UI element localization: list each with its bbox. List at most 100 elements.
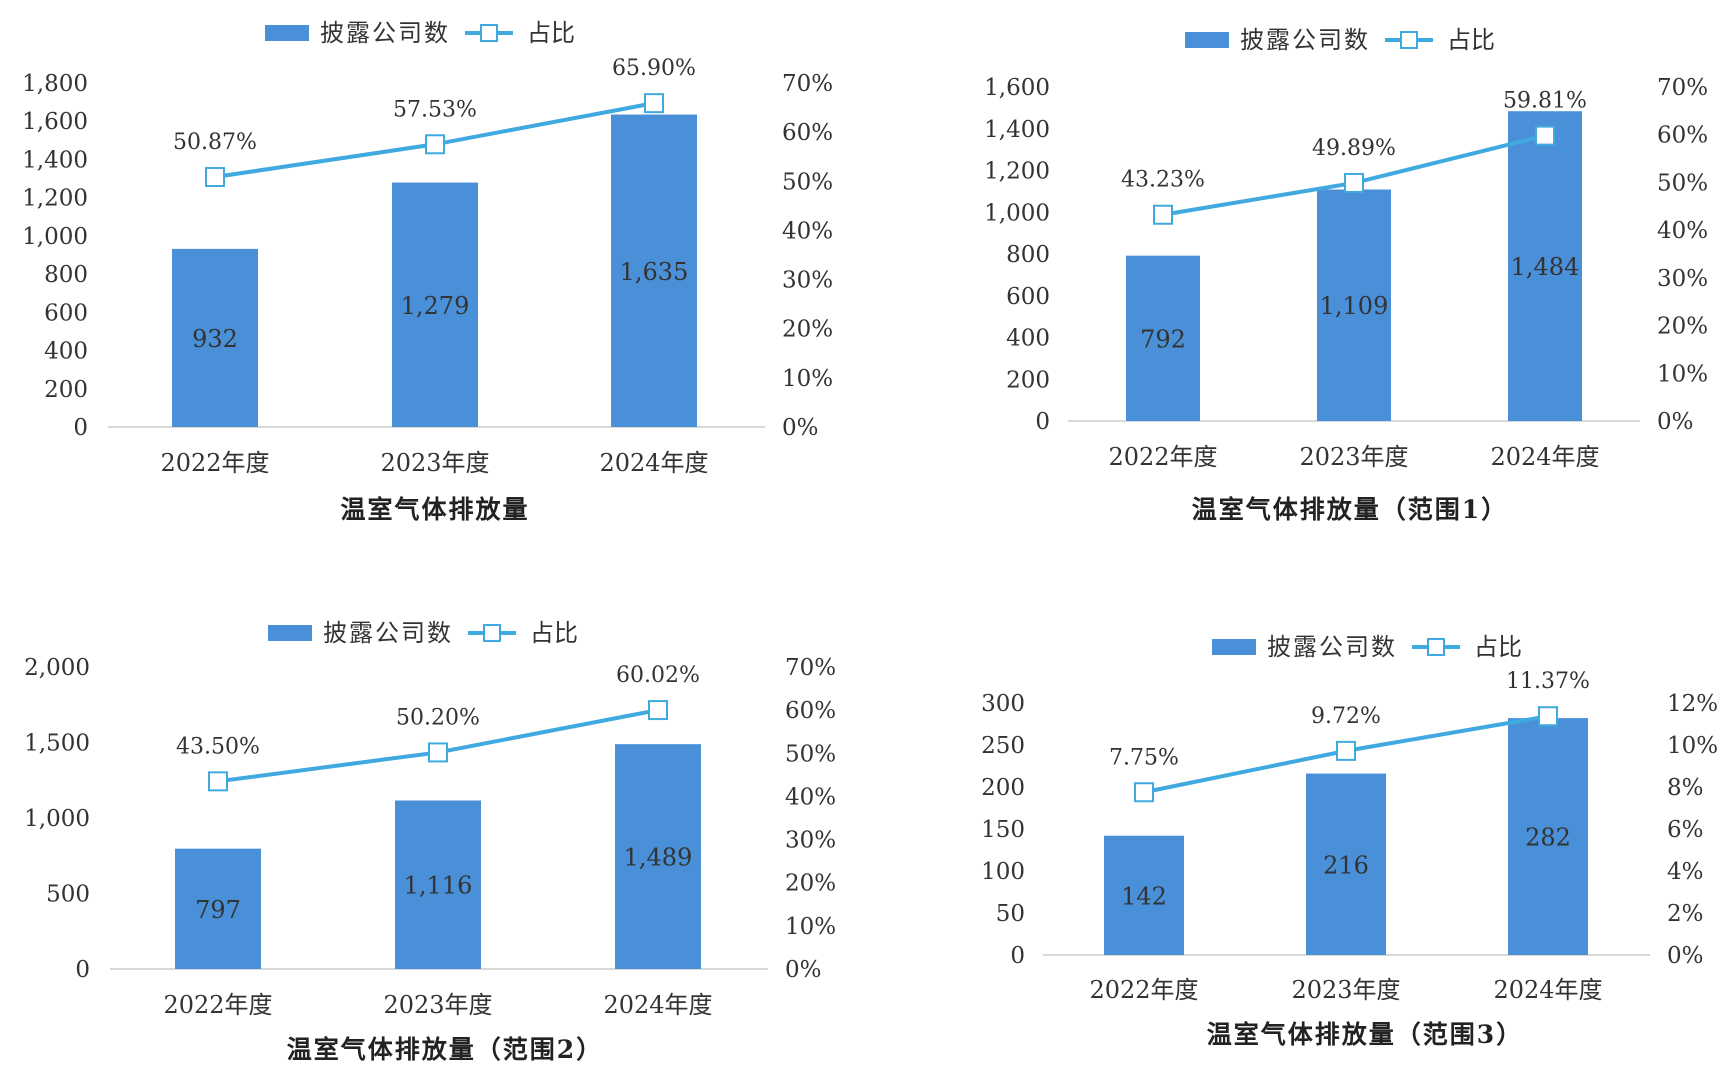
share-value-label: 7.75% bbox=[1109, 745, 1179, 770]
chart-legend: 披露公司数 占比 bbox=[1185, 26, 1495, 54]
y-tick-label: 1,600 bbox=[984, 75, 1050, 101]
x-tick-label: 2022年度 bbox=[1089, 976, 1198, 1004]
legend-bar-swatch bbox=[1185, 32, 1229, 48]
bar-2023年度 bbox=[392, 182, 478, 427]
share-point-marker bbox=[1344, 172, 1364, 193]
bar-value-label: 1,109 bbox=[1320, 292, 1389, 320]
y-tick-label: 1,800 bbox=[22, 71, 88, 97]
y-tick-label: 1,000 bbox=[984, 200, 1050, 226]
bar-2024年度 bbox=[1508, 111, 1582, 421]
y-tick-label: 1,500 bbox=[24, 731, 90, 757]
share-point-marker bbox=[208, 771, 228, 792]
y-tick-label: 800 bbox=[1006, 242, 1050, 268]
bar-2022年度 bbox=[1104, 835, 1184, 955]
bar-value-label: 1,489 bbox=[624, 844, 693, 872]
y2-tick-label: 10% bbox=[1667, 733, 1718, 759]
y2-tick-label: 0% bbox=[785, 957, 822, 983]
y-tick-label: 1,600 bbox=[22, 109, 88, 135]
share-value-label: 60.02% bbox=[616, 663, 700, 688]
x-tick-label: 2023年度 bbox=[1291, 976, 1400, 1004]
y2-tick-label: 20% bbox=[785, 871, 836, 897]
y2-tick-label: 50% bbox=[785, 741, 836, 767]
y2-tick-label: 50% bbox=[782, 169, 833, 195]
chart-title: 温室气体排放量（范围2） bbox=[287, 1035, 603, 1064]
y-tick-label: 100 bbox=[981, 859, 1025, 885]
share-point-marker bbox=[428, 742, 448, 763]
x-tick-label: 2022年度 bbox=[1108, 443, 1217, 471]
y-tick-label: 200 bbox=[1006, 367, 1050, 393]
chart-legend: 披露公司数 占比 bbox=[1212, 633, 1522, 661]
share-value-label: 11.37% bbox=[1506, 669, 1590, 694]
y2-tick-label: 8% bbox=[1667, 775, 1704, 801]
chart-legend: 披露公司数 占比 bbox=[268, 619, 578, 647]
y-tick-label: 0 bbox=[75, 957, 90, 983]
legend-line-marker bbox=[1427, 638, 1445, 656]
y2-tick-label: 30% bbox=[785, 828, 836, 854]
legend-bar-label: 披露公司数 bbox=[320, 19, 450, 47]
share-point-marker bbox=[1134, 782, 1154, 803]
share-point-marker bbox=[644, 93, 664, 114]
y-tick-label: 400 bbox=[1006, 326, 1050, 352]
share-point-marker bbox=[1535, 125, 1555, 146]
chart-panel-4: 披露公司数 占比 0 50 100 150 200 250 300 0% 2% 4% 6% 8% 10% 12… bbox=[981, 633, 1718, 1049]
x-tick-label: 2024年度 bbox=[1493, 976, 1602, 1004]
y-tick-label: 200 bbox=[981, 775, 1025, 801]
y2-tick-label: 60% bbox=[782, 120, 833, 146]
x-tick-label: 2022年度 bbox=[160, 449, 269, 477]
y2-tick-label: 12% bbox=[1667, 691, 1718, 717]
y-tick-label: 2,000 bbox=[24, 655, 90, 681]
legend-bar-swatch bbox=[1212, 639, 1256, 655]
y-tick-label: 0 bbox=[73, 415, 88, 441]
bar-value-label: 216 bbox=[1323, 851, 1369, 879]
share-value-label: 43.50% bbox=[176, 734, 260, 759]
share-point-marker bbox=[425, 134, 445, 155]
y2-tick-label: 60% bbox=[1657, 123, 1708, 149]
legend-bar-label: 披露公司数 bbox=[323, 619, 453, 647]
bar-value-label: 792 bbox=[1140, 325, 1186, 353]
bar-2023年度 bbox=[1317, 189, 1391, 421]
share-value-label: 59.81% bbox=[1503, 89, 1587, 114]
bar-value-label: 1,635 bbox=[620, 258, 689, 286]
share-value-label: 9.72% bbox=[1311, 704, 1381, 729]
y2-tick-label: 40% bbox=[782, 218, 833, 244]
y-tick-label: 1,000 bbox=[24, 806, 90, 832]
y-tick-label: 0 bbox=[1010, 943, 1025, 969]
y2-tick-label: 30% bbox=[1657, 266, 1708, 292]
legend-bar-swatch bbox=[268, 625, 312, 641]
share-point-marker bbox=[648, 700, 668, 721]
y2-tick-label: 40% bbox=[785, 784, 836, 810]
bar-2024年度 bbox=[1508, 718, 1588, 955]
y2-tick-label: 0% bbox=[1667, 943, 1704, 969]
y2-tick-label: 50% bbox=[1657, 170, 1708, 196]
chart-title: 温室气体排放量 bbox=[340, 495, 529, 524]
chart-panel-2: 披露公司数 占比 0 200 400 600 800 1,000 1,200 1,400 1,600… bbox=[984, 26, 1708, 524]
bar-2022年度 bbox=[172, 248, 258, 427]
y-tick-label: 600 bbox=[44, 300, 88, 326]
y-tick-label: 400 bbox=[44, 339, 88, 365]
bar-value-label: 282 bbox=[1525, 824, 1571, 852]
y2-tick-label: 2% bbox=[1667, 901, 1704, 927]
y-tick-label: 1,400 bbox=[984, 117, 1050, 143]
bar-value-label: 1,279 bbox=[401, 292, 470, 320]
share-point-marker bbox=[1153, 204, 1173, 225]
bar-2023年度 bbox=[395, 800, 481, 969]
y2-tick-label: 10% bbox=[785, 914, 836, 940]
y2-tick-label: 20% bbox=[1657, 314, 1708, 340]
y2-tick-label: 40% bbox=[1657, 218, 1708, 244]
y2-tick-label: 10% bbox=[782, 366, 833, 392]
legend-line-label: 占比 bbox=[1447, 26, 1495, 54]
x-tick-label: 2024年度 bbox=[603, 991, 712, 1019]
y2-tick-label: 70% bbox=[782, 71, 833, 97]
y-tick-label: 600 bbox=[1006, 284, 1050, 310]
y2-tick-label: 4% bbox=[1667, 859, 1704, 885]
y-tick-label: 200 bbox=[44, 377, 88, 403]
chart-panel-1: 披露公司数 占比 0 200 400 600 800 1,000 1,200 1,400 1,600… bbox=[22, 19, 833, 524]
y-tick-label: 0 bbox=[1035, 409, 1050, 435]
y-tick-label: 50 bbox=[996, 901, 1025, 927]
x-tick-label: 2023年度 bbox=[380, 449, 489, 477]
y-tick-label: 800 bbox=[44, 262, 88, 288]
bar-2022年度 bbox=[1126, 255, 1200, 421]
share-value-label: 49.89% bbox=[1312, 136, 1396, 161]
legend-bar-swatch bbox=[265, 25, 309, 41]
